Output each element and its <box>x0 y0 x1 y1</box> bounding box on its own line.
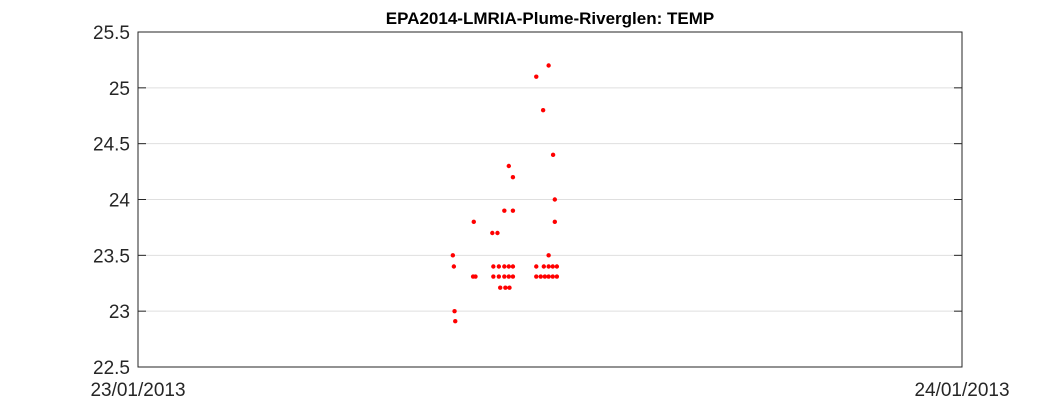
data-point <box>502 274 507 279</box>
y-tick-label: 23 <box>109 302 130 323</box>
data-point <box>552 219 558 225</box>
axis-ticks <box>137 31 963 368</box>
data-point <box>495 230 500 236</box>
data-points <box>450 63 560 324</box>
x-tick-label: 24/01/2013 <box>914 380 1009 401</box>
data-point <box>534 274 539 279</box>
data-point <box>552 197 558 202</box>
data-point <box>496 264 502 269</box>
data-point <box>502 208 507 213</box>
data-point <box>498 285 503 290</box>
data-point <box>452 308 457 314</box>
data-point <box>510 174 516 180</box>
data-point <box>503 285 508 290</box>
y-tick-label: 25.5 <box>93 23 130 44</box>
data-point <box>550 264 555 269</box>
data-point <box>450 253 456 258</box>
x-tick-label: 23/01/2013 <box>90 380 185 401</box>
data-point <box>542 274 548 279</box>
y-tick-label: 22.5 <box>93 358 130 379</box>
data-point <box>502 264 507 269</box>
data-point <box>550 152 556 158</box>
data-point <box>491 274 496 279</box>
data-point <box>490 230 495 236</box>
data-point <box>491 264 496 269</box>
data-point <box>546 253 551 258</box>
data-point <box>554 274 560 279</box>
data-point <box>471 219 476 225</box>
data-point <box>506 274 511 279</box>
data-point <box>451 264 457 269</box>
data-point <box>534 264 539 269</box>
data-point <box>510 208 516 213</box>
data-point <box>546 274 551 279</box>
data-point <box>541 264 547 269</box>
tick-labels: 22.5 23 23.5 24 24.5 25 25.5 23/01/2013 24/01/20… <box>90 23 1009 401</box>
data-point <box>510 264 516 269</box>
y-tick-label: 23.5 <box>93 246 130 267</box>
y-tick-label: 24 <box>109 191 131 212</box>
data-point <box>546 63 551 68</box>
y-tick-label: 24.5 <box>93 135 130 156</box>
data-point <box>507 285 512 290</box>
data-point <box>546 264 551 269</box>
data-point <box>534 74 539 79</box>
data-point <box>453 319 458 324</box>
data-point <box>538 274 543 279</box>
data-point <box>510 274 516 279</box>
data-point <box>473 274 478 279</box>
data-point <box>506 163 511 169</box>
data-point <box>554 264 560 269</box>
chart-title: EPA2014-LMRIA-Plume-Riverglen: TEMP <box>386 9 714 28</box>
data-point <box>496 274 502 279</box>
data-point <box>540 107 546 113</box>
data-point <box>506 264 511 269</box>
data-point <box>550 274 555 279</box>
y-tick-label: 25 <box>109 79 130 100</box>
